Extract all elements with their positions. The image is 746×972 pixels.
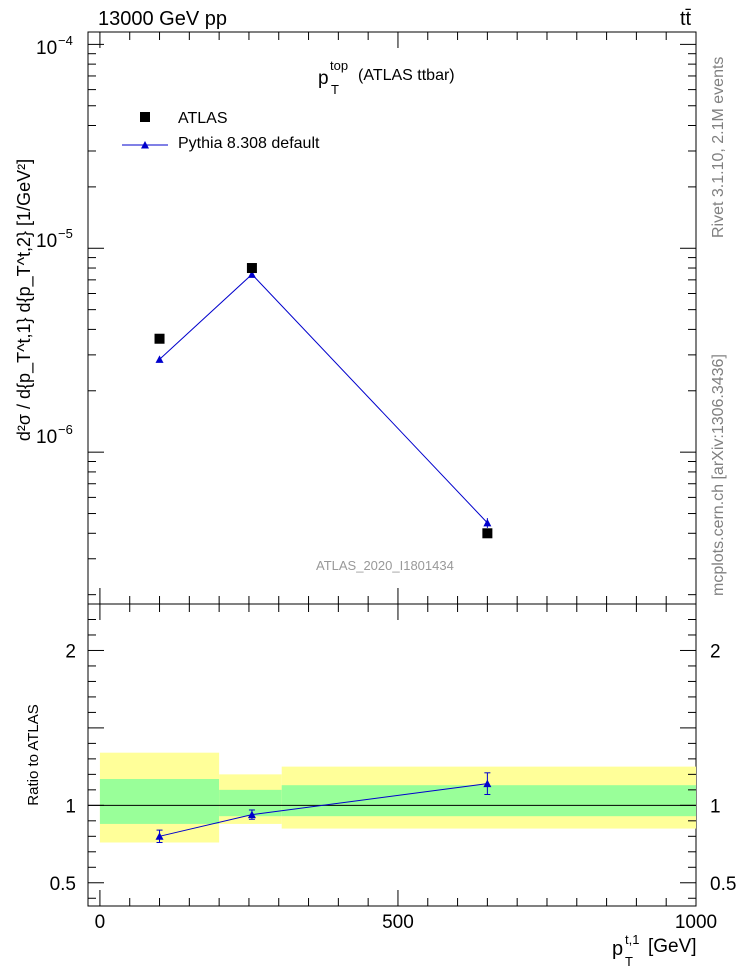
svg-text:10: 10 [36, 231, 57, 252]
mc-series-main [155, 270, 492, 528]
svg-text:−6: −6 [58, 422, 73, 437]
svg-text:p: p [318, 68, 329, 89]
x-tick-labels: 0 500 1000 [95, 912, 718, 933]
svg-text:−4: −4 [58, 33, 73, 48]
svg-text:(ATLAS ttbar): (ATLAS ttbar) [358, 67, 455, 84]
ratio-ytick-label-left: 0.5 [50, 874, 76, 895]
svg-text:[GeV]: [GeV] [648, 936, 697, 957]
ratio-ytick-label-right: 1 [710, 796, 721, 817]
atlas-point [482, 528, 493, 539]
svg-text:top: top [330, 58, 348, 73]
ratio-bands [99, 752, 696, 843]
ratio-y-axis-label: Ratio to ATLAS [25, 704, 42, 805]
x-tick-label: 1000 [675, 912, 717, 933]
ratio-ytick-label-left: 2 [65, 641, 76, 662]
side-label-rivet: Rivet 3.1.10, 2.1M events [710, 56, 727, 238]
svg-text:T: T [331, 82, 339, 97]
ratio-panel-frame [87, 603, 697, 907]
y-tick-label-1e-5: 10 −5 [36, 226, 73, 252]
ratio-ytick-label-right: 2 [710, 641, 721, 662]
svg-text:10: 10 [36, 427, 57, 448]
svg-text:T: T [625, 954, 633, 969]
legend-label-mc: Pythia 8.308 default [178, 135, 320, 152]
mc-point [483, 518, 492, 527]
svg-text:Ratio to ATLAS: Ratio to ATLAS [25, 704, 42, 805]
side-label-source: mcplots.cern.ch [arXiv:1306.3436] [710, 354, 727, 596]
svg-text:d²σ / d{p_T^t,1} d{p_T^t,2} [1: d²σ / d{p_T^t,1} d{p_T^t,2} [1/GeV²] [14, 159, 35, 441]
y-tick-label-1e-4: 10 −4 [36, 33, 73, 59]
y-tick-label-1e-6: 10 −6 [36, 422, 73, 448]
svg-text:t,1: t,1 [625, 932, 639, 947]
legend-marker-mc [141, 141, 149, 149]
atlas-point [246, 263, 257, 274]
header-process: tt̄ [680, 8, 692, 30]
ratio-mc-point [483, 779, 492, 788]
ratio-mc-point [155, 832, 164, 840]
main-y-ticks [88, 43, 696, 596]
svg-text:10: 10 [36, 38, 57, 59]
plot-title: p top T (ATLAS ttbar) [318, 58, 455, 97]
analysis-watermark: ATLAS_2020_I1801434 [316, 558, 454, 573]
green-band-0 [99, 779, 220, 824]
svg-text:p: p [612, 938, 623, 960]
ratio-mc-point [247, 810, 256, 819]
atlas-series-main [154, 263, 493, 539]
main-y-axis-label: d²σ / d{p_T^t,1} d{p_T^t,2} [1/GeV²] [14, 159, 35, 441]
x-tick-label: 500 [382, 912, 414, 933]
mc-point [247, 270, 256, 278]
mc-line [159, 273, 488, 524]
svg-text:−5: −5 [58, 226, 73, 241]
green-band-2 [281, 785, 696, 817]
x-ticks [99, 32, 697, 906]
ratio-y-tick-labels: 0.5 0.5 1 1 2 2 [50, 641, 737, 894]
atlas-point [154, 333, 165, 344]
legend-marker-atlas [140, 112, 150, 122]
legend: ATLAS Pythia 8.308 default [122, 110, 320, 152]
x-axis-label: p t,1 T [GeV] [612, 932, 697, 969]
ratio-ytick-label-right: 0.5 [710, 874, 736, 895]
ratio-ytick-label-left: 1 [65, 796, 76, 817]
legend-label-atlas: ATLAS [178, 110, 228, 127]
ratio-y-ticks [88, 618, 696, 899]
mc-series-ratio [155, 772, 492, 844]
mc-point [155, 355, 164, 363]
header-collision: 13000 GeV pp [98, 8, 227, 30]
x-tick-label: 0 [95, 912, 106, 933]
